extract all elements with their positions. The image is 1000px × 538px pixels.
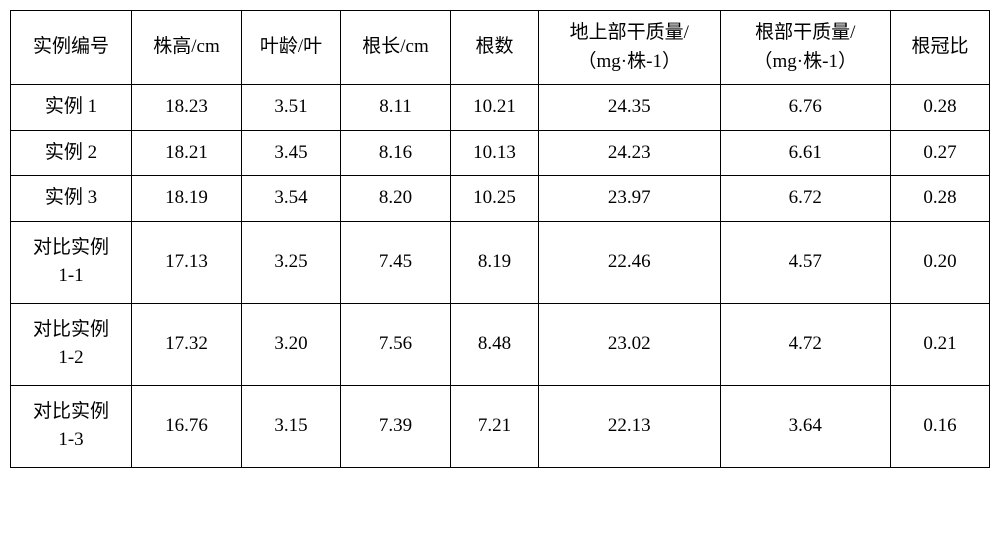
table-cell: 3.45 [242,130,341,176]
table-cell: 24.23 [539,130,721,176]
table-cell: 18.21 [132,130,242,176]
table-row: 实例 318.193.548.2010.2523.976.720.28 [11,176,990,222]
col-header: 株高/cm [132,11,242,85]
table-cell: 18.19 [132,176,242,222]
table-cell: 8.48 [451,303,539,385]
table-cell: 3.54 [242,176,341,222]
table-cell: 24.35 [539,85,721,131]
table-cell: 7.21 [451,385,539,467]
col-header: 叶龄/叶 [242,11,341,85]
col-header: 根长/cm [341,11,451,85]
table-cell: 0.28 [891,176,990,222]
table-cell: 22.46 [539,221,721,303]
table-cell: 16.76 [132,385,242,467]
table-row: 对比实例 1-217.323.207.568.4823.024.720.21 [11,303,990,385]
table-header-row: 实例编号 株高/cm 叶龄/叶 根长/cm 根数 地上部干质量/ （mg·株-1… [11,11,990,85]
table-cell: 实例 2 [11,130,132,176]
col-header: 根冠比 [891,11,990,85]
table-cell: 8.11 [341,85,451,131]
table-cell: 10.25 [451,176,539,222]
table-cell: 0.20 [891,221,990,303]
table-cell: 18.23 [132,85,242,131]
table-cell: 10.13 [451,130,539,176]
table-cell: 3.51 [242,85,341,131]
table-cell: 3.20 [242,303,341,385]
col-header: 实例编号 [11,11,132,85]
table-body: 实例 118.233.518.1110.2124.356.760.28实例 21… [11,85,990,468]
table-cell: 3.25 [242,221,341,303]
table-cell: 23.02 [539,303,721,385]
col-header: 地上部干质量/ （mg·株-1） [539,11,721,85]
table-cell: 17.32 [132,303,242,385]
col-header: 根数 [451,11,539,85]
table-cell: 对比实例 1-2 [11,303,132,385]
table-cell: 7.45 [341,221,451,303]
col-header: 根部干质量/ （mg·株-1） [720,11,891,85]
table-cell: 0.28 [891,85,990,131]
table-cell: 4.57 [720,221,891,303]
table-cell: 3.15 [242,385,341,467]
table-cell: 对比实例 1-1 [11,221,132,303]
table-row: 实例 118.233.518.1110.2124.356.760.28 [11,85,990,131]
table-cell: 实例 1 [11,85,132,131]
table-cell: 3.64 [720,385,891,467]
table-cell: 17.13 [132,221,242,303]
table-cell: 0.16 [891,385,990,467]
table-cell: 23.97 [539,176,721,222]
table-cell: 8.20 [341,176,451,222]
table-cell: 10.21 [451,85,539,131]
table-cell: 0.21 [891,303,990,385]
table-cell: 6.72 [720,176,891,222]
table-cell: 6.76 [720,85,891,131]
table-cell: 4.72 [720,303,891,385]
table-cell: 7.39 [341,385,451,467]
table-row: 对比实例 1-117.133.257.458.1922.464.570.20 [11,221,990,303]
data-table: 实例编号 株高/cm 叶龄/叶 根长/cm 根数 地上部干质量/ （mg·株-1… [10,10,990,468]
table-cell: 7.56 [341,303,451,385]
table-cell: 8.16 [341,130,451,176]
table-cell: 6.61 [720,130,891,176]
table-cell: 22.13 [539,385,721,467]
table-cell: 0.27 [891,130,990,176]
table-cell: 对比实例 1-3 [11,385,132,467]
table-row: 实例 218.213.458.1610.1324.236.610.27 [11,130,990,176]
table-row: 对比实例 1-316.763.157.397.2122.133.640.16 [11,385,990,467]
table-cell: 8.19 [451,221,539,303]
table-cell: 实例 3 [11,176,132,222]
